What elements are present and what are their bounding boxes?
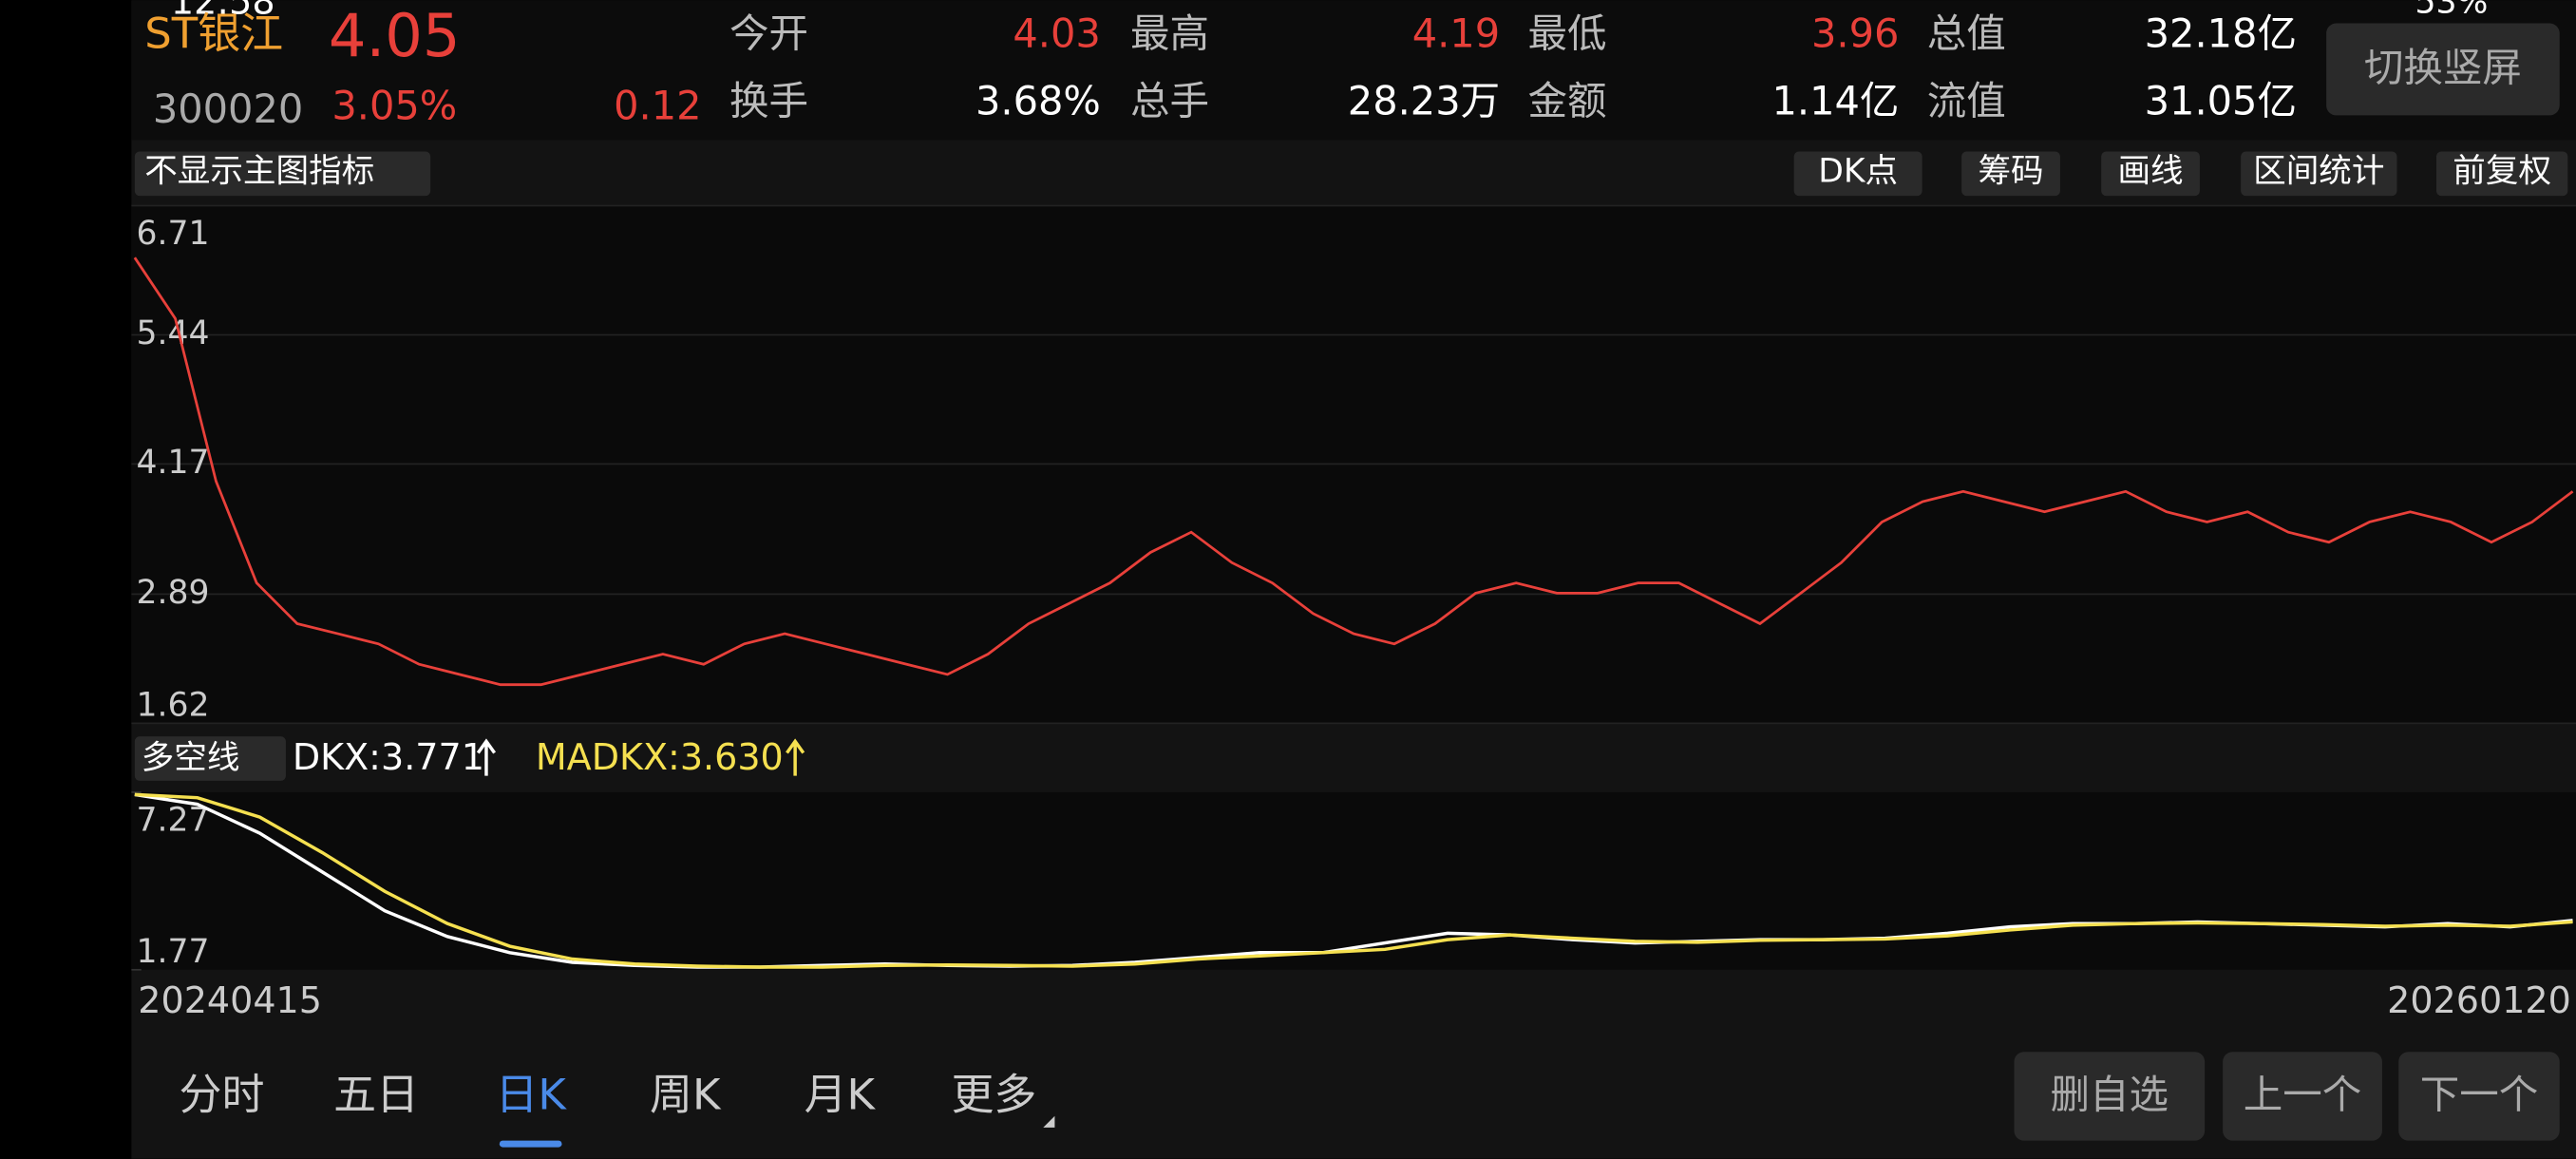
trend-arrow [476, 738, 497, 776]
toolbar-button[interactable] [2241, 151, 2397, 197]
field-label: 最高 [1130, 10, 1209, 56]
stock-price: 4.05 [329, 1, 461, 70]
toolbar-button-label[interactable]: 画线 [2117, 152, 2183, 190]
stock-code: 300020 [153, 86, 303, 132]
sub-chart-bg [131, 791, 2576, 970]
stock-name: ST银江 [144, 8, 283, 58]
indicator-select-label[interactable]: 不显示主图指标 [144, 152, 374, 190]
field-value: 31.05亿 [2145, 77, 2297, 124]
tab[interactable]: 周K [650, 1070, 722, 1120]
action-button-label[interactable]: 下一个 [2420, 1072, 2539, 1118]
toolbar-button-label[interactable]: 前复权 [2453, 152, 2551, 190]
y-tick-label: 2.89 [137, 574, 210, 612]
indicator-select[interactable] [134, 151, 431, 197]
toolbar-button[interactable] [1961, 151, 2060, 197]
tab[interactable]: 日K [495, 1070, 567, 1120]
y-tick-label: 5.44 [137, 314, 210, 352]
legend-entry: DKX:3.771 [293, 736, 484, 778]
toolbar-button-label[interactable]: 区间统计 [2253, 152, 2384, 190]
status-time: 12:58 [171, 0, 275, 22]
toolbar-button[interactable] [1793, 151, 1923, 197]
tab[interactable]: 月K [805, 1070, 877, 1120]
indicator-select-label[interactable]: 多空线 [142, 739, 240, 777]
field-label: 换手 [729, 77, 808, 124]
field-value: 4.19 [1412, 10, 1500, 56]
switch-button[interactable] [2326, 23, 2560, 116]
y-tick-label: 1.77 [137, 933, 210, 971]
field-label: 总手 [1130, 77, 1209, 124]
field-value: 3.68% [975, 77, 1101, 124]
action-button-label[interactable]: 删自选 [2051, 1072, 2169, 1118]
change-pct: 3.05% [331, 82, 457, 128]
action-button[interactable] [2223, 1052, 2382, 1141]
tab-underline [499, 1140, 562, 1148]
toolbar-button[interactable] [2435, 151, 2568, 197]
field-label: 金额 [1528, 77, 1607, 124]
y-tick-label: 6.71 [137, 215, 210, 253]
field-value: 3.96 [1811, 10, 1899, 56]
field-value: 4.03 [1013, 10, 1100, 56]
action-button[interactable] [2014, 1052, 2206, 1141]
field-label: 流值 [1927, 77, 2006, 124]
legend-entry: MADKX:3.630 [536, 736, 784, 778]
date-start: 20240415 [138, 979, 322, 1021]
action-button-label[interactable]: 上一个 [2244, 1072, 2362, 1118]
field-label: 今开 [729, 10, 808, 56]
switch-button-label[interactable]: 切换竖屏 [2364, 45, 2522, 91]
y-tick-label: 4.17 [137, 444, 210, 482]
y-tick-label: 7.27 [137, 802, 210, 840]
series-line [133, 256, 2574, 687]
field-value: 32.18亿 [2145, 10, 2297, 56]
date-end: 20260120 [2387, 979, 2571, 1021]
status-battery: 53% [2415, 0, 2489, 21]
indicator-select[interactable] [134, 736, 286, 781]
toolbar-button[interactable] [2101, 151, 2200, 197]
series-line [134, 792, 2573, 969]
tab[interactable]: 分时 [180, 1070, 265, 1120]
trend-arrow [786, 738, 805, 776]
toolbar-button-label[interactable]: 筹码 [1978, 152, 2043, 190]
tab[interactable]: 更多 [951, 1070, 1036, 1120]
y-tick-label: 1.62 [137, 687, 210, 725]
field-label: 总值 [1927, 10, 2006, 56]
header-bg [131, 0, 2576, 141]
toolbar-button-label[interactable]: DK点 [1818, 152, 1898, 190]
change: 0.12 [614, 82, 701, 128]
tab[interactable]: 五日 [333, 1070, 419, 1120]
action-button[interactable] [2398, 1052, 2560, 1141]
field-value: 1.14亿 [1772, 77, 1900, 124]
field-label: 最低 [1528, 10, 1607, 56]
field-value: 28.23万 [1348, 77, 1500, 124]
